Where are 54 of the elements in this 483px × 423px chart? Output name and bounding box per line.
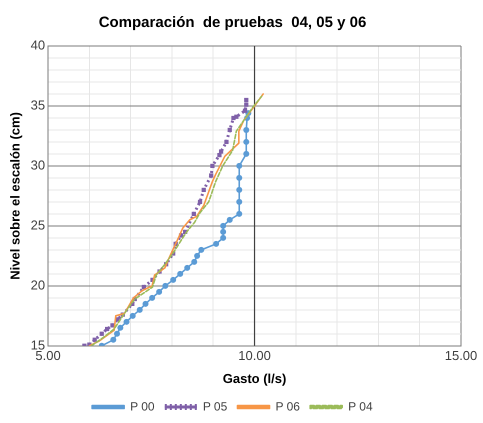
y-tick-label: 35 (30, 98, 46, 113)
point (191, 258, 198, 265)
point (244, 98, 248, 102)
point (110, 336, 116, 343)
point (236, 174, 242, 181)
point (142, 300, 149, 307)
point (213, 240, 220, 247)
point (202, 188, 206, 192)
y-tick-label: 30 (30, 158, 46, 172)
point (124, 318, 130, 325)
point (170, 276, 176, 283)
y-tick-label: 40 (30, 38, 46, 53)
point (130, 312, 136, 319)
y-axis-title: Nivel sobre el escalón (cm) (7, 112, 22, 280)
y-tick-label: 20 (30, 277, 46, 292)
point (142, 284, 146, 290)
point (198, 246, 204, 253)
point (117, 324, 124, 331)
point (244, 102, 248, 107)
point (226, 216, 233, 223)
point (149, 294, 156, 301)
point (236, 162, 242, 169)
chart-title: Comparación de pruebas 04, 05 y 06 (98, 14, 366, 32)
point (92, 338, 97, 342)
point (228, 128, 232, 132)
legend-label: P 05 (202, 399, 228, 414)
point (177, 270, 184, 277)
point (234, 114, 238, 119)
point (194, 252, 200, 259)
point (243, 126, 250, 133)
x-tick-label: 10.00 (238, 348, 271, 364)
legend-label: P 06 (276, 399, 300, 414)
point (243, 150, 250, 157)
point (156, 288, 162, 295)
point (242, 108, 248, 113)
point (100, 332, 104, 336)
point (220, 222, 226, 229)
y-tick-label: 25 (30, 217, 46, 232)
point (236, 210, 242, 217)
point (162, 282, 168, 289)
point (136, 306, 143, 313)
point (114, 330, 120, 337)
point (192, 212, 196, 216)
point (209, 173, 214, 178)
legend-label: P 04 (348, 399, 373, 414)
point (243, 138, 250, 145)
x-tick-label: 15.00 (444, 348, 478, 364)
x-axis-title: Gasto (l/s) (222, 370, 286, 386)
point (236, 198, 242, 205)
legend-label: P 00 (130, 399, 155, 414)
point (236, 186, 242, 193)
point (220, 228, 226, 235)
point (184, 264, 190, 271)
point (220, 234, 226, 241)
